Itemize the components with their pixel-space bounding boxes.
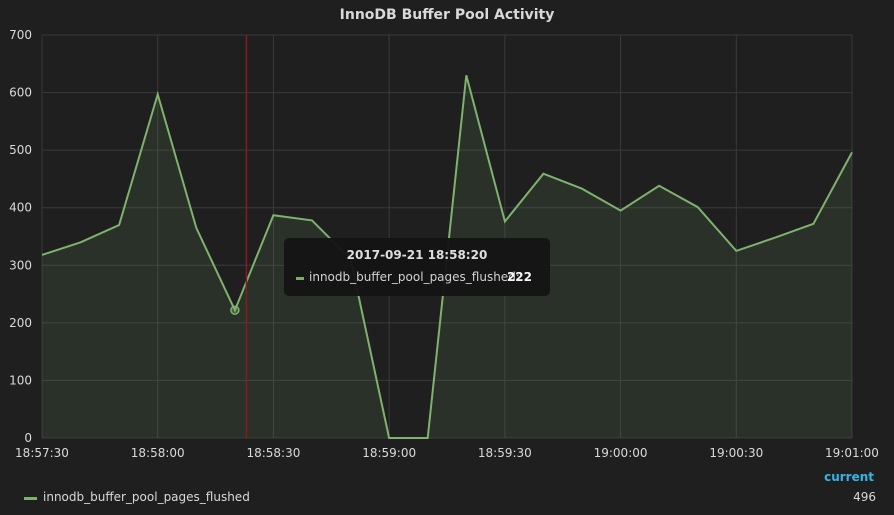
x-tick-label: 19:00:30 xyxy=(709,446,763,460)
data-point xyxy=(542,172,545,175)
tooltip-value: 222 xyxy=(506,270,532,284)
data-point xyxy=(195,226,198,229)
y-tick-label: 0 xyxy=(24,431,32,445)
data-point xyxy=(272,214,275,217)
data-point xyxy=(79,241,82,244)
y-tick-label: 300 xyxy=(9,258,32,272)
panel-title[interactable]: InnoDB Buffer Pool Activity xyxy=(339,7,555,23)
y-tick-label: 100 xyxy=(9,373,32,387)
tooltip-row: innodb_buffer_pool_pages_flushed: 222 xyxy=(296,270,542,286)
data-point xyxy=(735,249,738,252)
data-point xyxy=(581,187,584,190)
data-point xyxy=(465,74,468,77)
data-point xyxy=(658,184,661,187)
x-tick-label: 19:00:00 xyxy=(594,446,648,460)
data-point xyxy=(696,206,699,209)
x-tick-label: 19:01:00 xyxy=(825,446,879,460)
hover-overlay xyxy=(230,35,248,438)
data-point xyxy=(619,209,622,212)
data-point xyxy=(812,222,815,225)
x-tick-label: 18:58:00 xyxy=(131,446,185,460)
tooltip-time: 2017-09-21 18:58:20 xyxy=(346,248,488,262)
data-point xyxy=(156,93,159,96)
data-point xyxy=(851,151,854,154)
y-tick-label: 500 xyxy=(9,143,32,157)
x-axis: 18:57:30 18:58:00 18:58:30 18:59:00 18:59:30… xyxy=(15,446,879,460)
tooltip-series-name: innodb_buffer_pool_pages_flushed: xyxy=(309,270,520,284)
legend-color-swatch[interactable] xyxy=(24,497,37,500)
data-point xyxy=(118,223,121,226)
data-point xyxy=(41,253,44,256)
x-tick-label: 18:59:30 xyxy=(478,446,532,460)
y-axis: 0 100 200 300 400 500 600 700 xyxy=(9,28,32,445)
y-tick-label: 200 xyxy=(9,316,32,330)
x-tick-label: 18:57:30 xyxy=(15,446,69,460)
hover-point-marker xyxy=(230,305,240,315)
y-tick-label: 400 xyxy=(9,201,32,215)
data-point xyxy=(311,219,314,222)
hover-tooltip: 2017-09-21 18:58:20 innodb_buffer_pool_p… xyxy=(284,238,550,296)
data-point xyxy=(773,236,776,239)
x-tick-label: 18:59:00 xyxy=(362,446,416,460)
y-tick-label: 700 xyxy=(9,28,32,42)
data-point xyxy=(388,437,391,440)
data-point xyxy=(503,220,506,223)
legend-current-header[interactable]: current xyxy=(824,470,874,484)
legend-series-name[interactable]: innodb_buffer_pool_pages_flushed xyxy=(43,490,250,504)
legend-item[interactable]: innodb_buffer_pool_pages_flushed 496 xyxy=(24,490,876,508)
legend-current-value: 496 xyxy=(853,490,876,504)
data-point xyxy=(426,437,429,440)
y-tick-label: 600 xyxy=(9,86,32,100)
x-tick-label: 18:58:30 xyxy=(246,446,300,460)
series-color-swatch xyxy=(296,277,304,280)
